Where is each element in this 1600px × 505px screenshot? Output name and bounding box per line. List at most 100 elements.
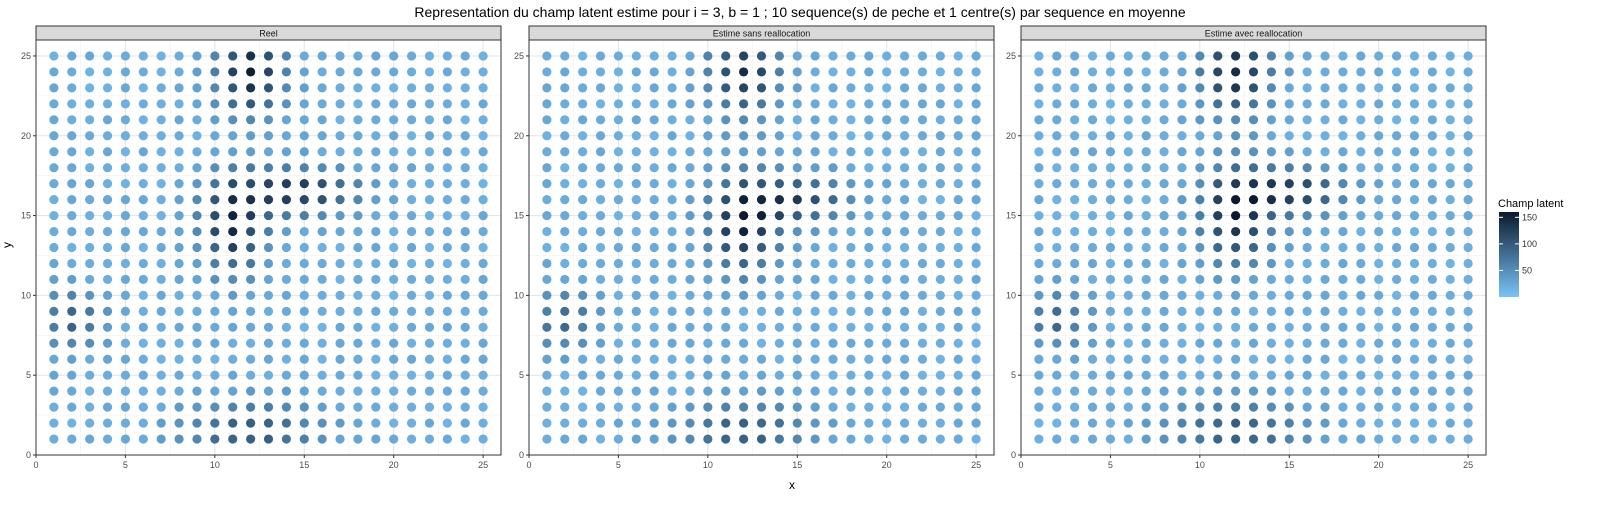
data-point — [1302, 338, 1312, 348]
data-point — [1213, 274, 1223, 285]
data-point — [1409, 402, 1420, 412]
data-point — [721, 147, 731, 157]
data-point — [192, 226, 202, 237]
data-point — [299, 290, 309, 300]
data-point — [335, 258, 345, 269]
data-point — [828, 402, 838, 412]
data-point — [85, 258, 95, 269]
data-point — [578, 258, 588, 269]
data-point — [685, 370, 695, 380]
data-point — [1034, 226, 1044, 237]
data-point — [1159, 99, 1169, 109]
data-point — [739, 370, 749, 380]
data-point — [353, 51, 363, 61]
data-point — [156, 290, 166, 300]
y-tick-label: 0 — [26, 450, 31, 460]
data-point — [1338, 434, 1348, 444]
data-point — [899, 386, 910, 396]
y-tick-label: 20 — [1006, 131, 1016, 141]
data-point — [246, 115, 256, 125]
data-point — [442, 131, 452, 141]
data-point — [578, 195, 588, 205]
data-point — [1231, 51, 1241, 61]
data-point — [792, 195, 802, 205]
data-point — [1105, 338, 1116, 348]
data-point — [281, 370, 291, 380]
data-point — [756, 338, 767, 348]
data-point — [1052, 322, 1062, 332]
data-point — [174, 274, 184, 285]
data-point — [138, 147, 148, 157]
data-point — [721, 179, 731, 189]
data-point — [578, 338, 588, 348]
data-point — [703, 290, 713, 300]
data-point — [1177, 274, 1187, 285]
data-point — [953, 195, 963, 205]
data-point — [542, 386, 552, 396]
x-tick-label: 0 — [33, 460, 38, 470]
data-point — [1052, 402, 1062, 412]
data-point — [542, 163, 552, 173]
data-point — [460, 115, 470, 125]
data-point — [335, 99, 345, 109]
data-point — [578, 290, 588, 300]
data-point — [703, 163, 713, 173]
data-point — [1231, 290, 1241, 300]
data-point — [631, 258, 641, 269]
data-point — [335, 354, 345, 364]
data-point — [1231, 306, 1241, 316]
data-point — [228, 163, 238, 173]
data-point — [649, 163, 659, 173]
data-point — [792, 290, 802, 300]
data-point — [560, 434, 570, 444]
data-point — [1195, 131, 1205, 141]
data-point — [846, 418, 856, 428]
data-point — [739, 386, 749, 396]
data-point — [246, 338, 256, 348]
data-point — [667, 258, 677, 269]
data-point — [263, 386, 274, 396]
data-point — [299, 115, 309, 125]
data-point — [1320, 179, 1330, 189]
data-point — [846, 338, 856, 348]
data-point — [739, 258, 749, 269]
data-point — [102, 147, 113, 157]
data-point — [210, 258, 220, 269]
data-point — [1052, 210, 1062, 221]
data-point — [1034, 115, 1044, 125]
data-point — [739, 195, 749, 205]
data-point — [210, 434, 220, 444]
data-point — [281, 226, 291, 237]
data-point — [864, 370, 874, 380]
data-point — [953, 386, 963, 396]
data-point — [846, 306, 856, 316]
data-point — [1052, 418, 1062, 428]
data-point — [1123, 210, 1133, 221]
data-point — [792, 418, 802, 428]
data-point — [1266, 402, 1276, 412]
data-point — [1123, 306, 1133, 316]
data-point — [406, 179, 417, 189]
data-point — [442, 147, 452, 157]
data-point — [1445, 402, 1455, 412]
data-point — [1409, 354, 1420, 364]
data-point — [667, 226, 677, 237]
data-point — [613, 338, 624, 348]
data-point — [649, 386, 659, 396]
data-point — [917, 147, 928, 157]
data-point — [1231, 434, 1241, 444]
data-point — [1105, 418, 1116, 428]
data-point — [424, 258, 435, 269]
data-point — [703, 195, 713, 205]
data-point — [317, 354, 327, 364]
data-point — [156, 147, 166, 157]
data-point — [1123, 322, 1133, 332]
data-point — [971, 386, 981, 396]
data-point — [899, 131, 910, 141]
data-point — [228, 99, 238, 109]
data-point — [792, 402, 802, 412]
data-point — [371, 51, 381, 61]
data-point — [1284, 51, 1294, 61]
